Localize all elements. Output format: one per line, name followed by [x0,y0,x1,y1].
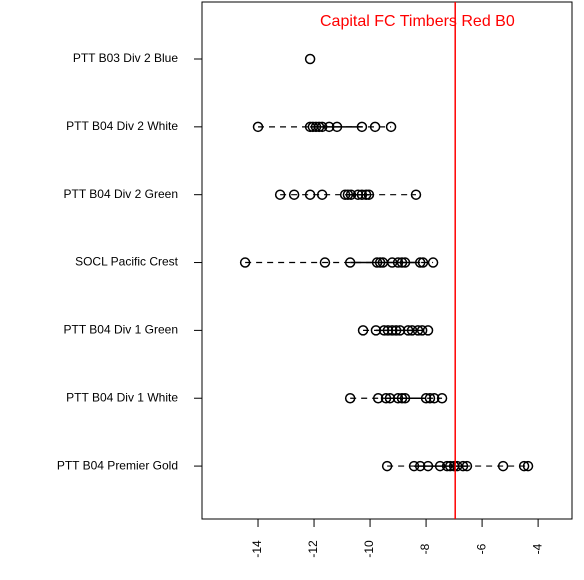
plot-frame [201,1,573,520]
y-tick-label: PTT B04 Div 1 White [66,390,178,404]
point [369,121,381,133]
y-tick-label: PTT B04 Div 2 White [66,119,178,133]
point [382,325,394,336]
point [304,53,316,65]
point [422,460,434,472]
point [372,392,384,404]
point [461,460,473,472]
point [427,257,439,268]
plot-area: Capital FC Timbers Red B0 [239,2,534,519]
point [392,392,404,404]
point [370,325,382,336]
point [323,121,335,133]
y-tick-label: SOCL Pacific Crest [75,255,179,269]
point [522,460,534,472]
point [412,325,424,336]
point [386,325,398,336]
point [424,392,436,404]
point [396,392,408,404]
point [386,257,398,268]
point [339,189,351,200]
point [441,460,453,472]
point [342,189,354,200]
point [414,460,426,472]
y-tick-label: PTT B03 Div 2 Blue [73,51,178,65]
point [414,257,426,268]
point [344,392,356,404]
point [402,325,414,336]
point [410,189,422,200]
point [451,460,463,472]
point [319,257,331,268]
point [344,257,356,268]
y-tick-label: PTT B04 Div 1 Green [64,323,179,337]
point [417,257,429,268]
point [374,257,386,268]
point [497,460,509,472]
point [357,325,369,336]
reference-label: Capital FC Timbers Red B0 [320,13,515,30]
point [274,189,286,200]
point [378,325,390,336]
point [394,325,406,336]
point [422,325,434,336]
point [399,257,411,268]
point [288,189,300,200]
point [381,460,393,472]
x-tick-label: -14 [250,540,264,558]
x-tick-label: -12 [306,540,320,558]
point [384,392,396,404]
point [428,392,440,404]
x-tick-label: -4 [530,543,544,554]
point [399,392,411,404]
point [360,189,372,200]
point [304,189,316,200]
point [457,460,469,472]
point [406,325,418,336]
point [316,189,328,200]
point [371,257,383,268]
point [420,392,432,404]
point [518,460,530,472]
point [380,392,392,404]
point [434,460,446,472]
point [239,257,251,268]
point [352,189,364,200]
point [252,121,264,133]
point [310,121,322,133]
point [356,189,368,200]
point [416,325,428,336]
y-tick-label: PTT B04 Div 2 Green [64,187,179,201]
point [313,121,325,133]
point [385,121,397,133]
y-tick-label: PTT B04 Premier Gold [57,458,178,472]
point [390,325,402,336]
point [363,189,375,200]
point [356,121,368,133]
point [331,121,343,133]
x-tick-label: -10 [362,540,376,558]
point [408,460,420,472]
point [436,392,448,404]
x-tick-label: -6 [474,543,488,554]
point [345,189,357,200]
point [392,257,404,268]
x-tick-label: -8 [418,543,432,554]
point [396,257,408,268]
point [316,121,328,133]
